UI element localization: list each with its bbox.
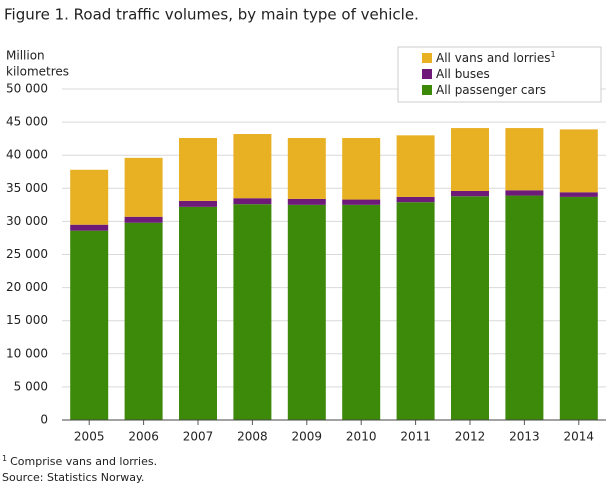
legend-note-marker: 1 — [551, 50, 556, 59]
bar-segment — [233, 204, 272, 420]
y-tick-label: 45 000 — [6, 115, 48, 129]
y-tick-label: 10 000 — [6, 346, 48, 360]
legend-swatch — [422, 85, 432, 95]
y-tick-label: 20 000 — [6, 280, 48, 294]
footnote-text: Comprise vans and lorries. — [10, 455, 157, 468]
bar-segment — [287, 198, 326, 205]
legend-text: All vans and lorries — [436, 51, 551, 65]
legend-text: All buses — [436, 67, 490, 81]
bar-segment — [70, 169, 109, 225]
bar-segment — [70, 230, 109, 420]
bar-segment — [179, 200, 217, 207]
x-tick-label: 2009 — [292, 430, 323, 444]
bar-segment — [559, 192, 598, 197]
bar-segment — [233, 198, 272, 205]
x-tick-label: 2013 — [509, 430, 540, 444]
x-tick-label: 2006 — [128, 430, 159, 444]
y-tick-label: 5 000 — [14, 379, 48, 393]
bar-segment — [451, 196, 489, 420]
y-axis-label: Million — [6, 49, 45, 63]
footnote-marker: 1 — [2, 454, 7, 463]
legend-text: All passenger cars — [436, 83, 546, 97]
bar-segment — [396, 202, 435, 420]
bar-segment — [287, 204, 326, 420]
footnote: 1 Comprise vans and lorries. — [2, 454, 157, 469]
bar-segment — [451, 128, 489, 191]
legend-swatch — [422, 53, 432, 63]
bar-segment — [342, 204, 381, 420]
bar-segment — [179, 137, 217, 201]
bar-segment — [124, 157, 163, 217]
bar-segment — [505, 190, 544, 196]
x-tick-label: 2008 — [237, 430, 268, 444]
bar-segment — [451, 190, 489, 197]
bar-segment — [559, 129, 598, 193]
bar-segment — [505, 128, 544, 191]
y-tick-label: 15 000 — [6, 313, 48, 327]
y-tick-label: 40 000 — [6, 148, 48, 162]
bar-segment — [287, 137, 326, 199]
y-tick-label: 0 — [40, 413, 48, 427]
x-tick-label: 2007 — [183, 430, 214, 444]
x-tick-label: 2012 — [455, 430, 486, 444]
bar-segment — [124, 216, 163, 223]
y-tick-label: 35 000 — [6, 181, 48, 195]
y-axis-label: kilometres — [6, 65, 69, 79]
bar-segment — [233, 134, 272, 199]
bar-segment — [396, 135, 435, 197]
y-tick-label: 25 000 — [6, 247, 48, 261]
bar-segment — [342, 137, 381, 200]
x-tick-label: 2014 — [564, 430, 595, 444]
chart-title: Figure 1. Road traffic volumes, by main … — [4, 6, 419, 24]
legend-swatch — [422, 69, 432, 79]
x-tick-label: 2011 — [400, 430, 431, 444]
bar-segment — [396, 196, 435, 203]
bar-segment — [559, 196, 598, 420]
legend-label: All buses — [436, 67, 490, 81]
bar-segment — [342, 199, 381, 205]
y-tick-label: 30 000 — [6, 214, 48, 228]
legend-label: All passenger cars — [436, 83, 546, 97]
bar-segment — [70, 224, 109, 231]
bar-segment — [124, 222, 163, 420]
y-tick-label: 50 000 — [6, 82, 48, 96]
bar-segment — [179, 206, 217, 420]
source: Source: Statistics Norway. — [2, 471, 144, 484]
x-tick-label: 2010 — [346, 430, 377, 444]
legend-label: All vans and lorries1 — [436, 50, 556, 65]
x-tick-label: 2005 — [74, 430, 105, 444]
bar-segment — [505, 195, 544, 420]
